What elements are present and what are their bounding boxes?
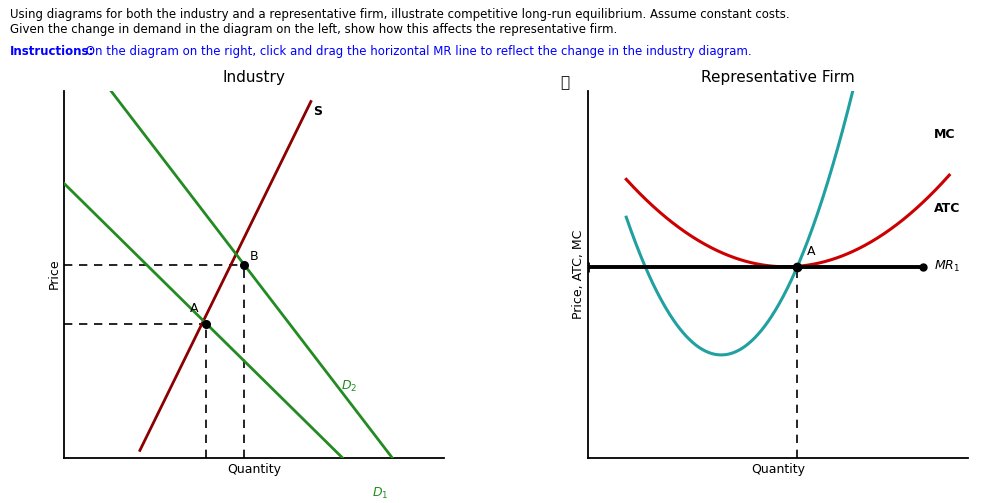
Text: A: A bbox=[807, 244, 815, 258]
Text: On the diagram on the right, click and drag the horizontal MR line to reflect th: On the diagram on the right, click and d… bbox=[82, 45, 751, 58]
Text: ⓘ: ⓘ bbox=[560, 75, 570, 91]
Text: Given the change in demand in the diagram on the left, show how this affects the: Given the change in demand in the diagra… bbox=[10, 23, 617, 36]
Text: A: A bbox=[191, 301, 199, 314]
Y-axis label: Price: Price bbox=[48, 259, 61, 289]
Y-axis label: Price, ATC, MC: Price, ATC, MC bbox=[572, 229, 586, 319]
Text: $D_1$: $D_1$ bbox=[372, 486, 388, 501]
Text: ATC: ATC bbox=[934, 202, 960, 215]
Title: Representative Firm: Representative Firm bbox=[702, 70, 855, 85]
Text: Using diagrams for both the industry and a representative firm, illustrate compe: Using diagrams for both the industry and… bbox=[10, 8, 789, 21]
Text: Instructions:: Instructions: bbox=[10, 45, 94, 58]
Title: Industry: Industry bbox=[222, 70, 285, 85]
X-axis label: Quantity: Quantity bbox=[227, 463, 281, 476]
Text: S: S bbox=[313, 105, 321, 118]
Text: B: B bbox=[250, 250, 259, 263]
X-axis label: Quantity: Quantity bbox=[751, 463, 805, 476]
Text: $D_2$: $D_2$ bbox=[341, 379, 358, 394]
Text: MC: MC bbox=[934, 128, 955, 141]
Text: $MR_1$: $MR_1$ bbox=[934, 259, 960, 274]
